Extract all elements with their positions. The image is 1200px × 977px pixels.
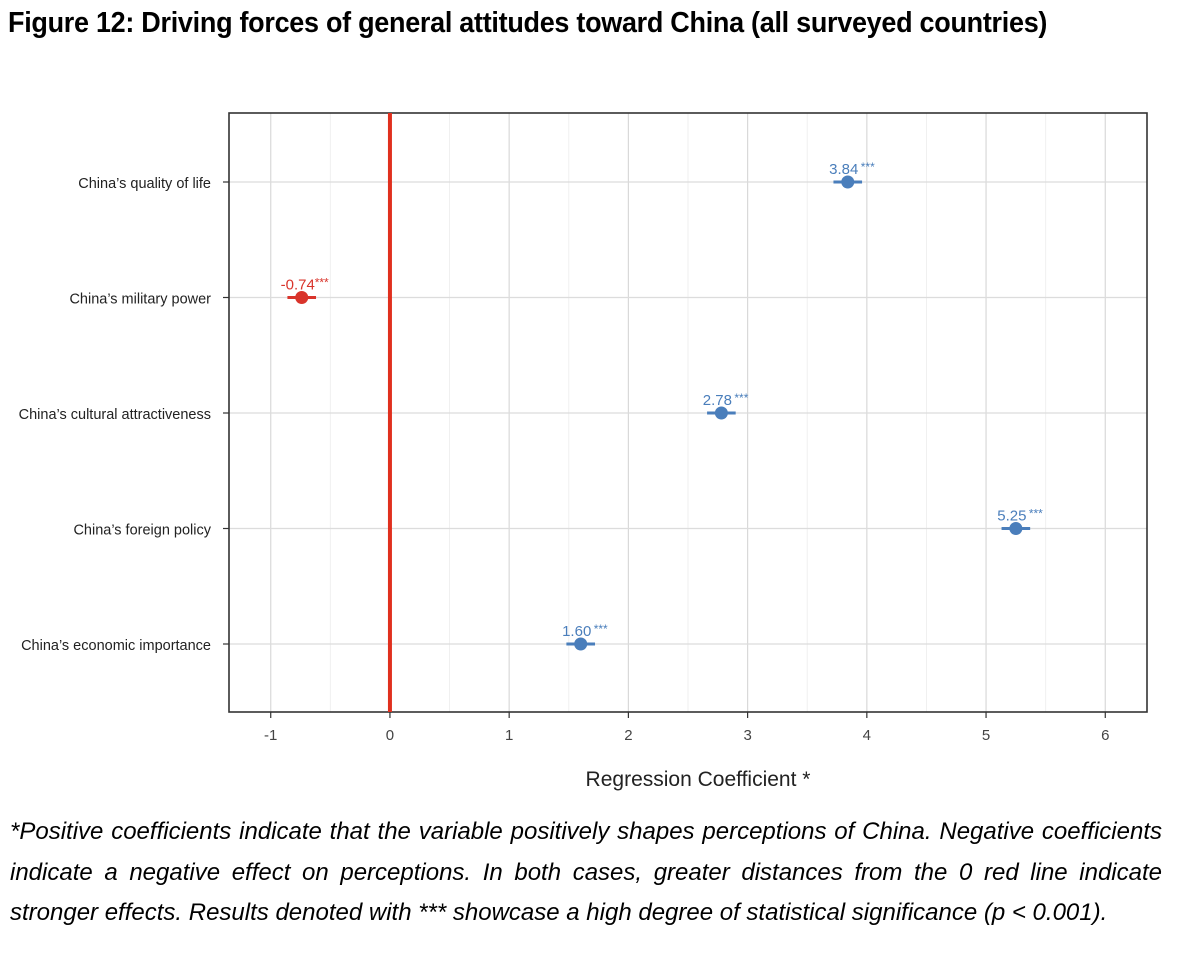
x-tick-label: 1: [505, 727, 513, 744]
significance-label: ***: [861, 160, 875, 174]
value-label: 3.84: [829, 161, 858, 178]
significance-label: ***: [315, 276, 329, 290]
footnote: *Positive coefficients indicate that the…: [10, 818, 1162, 926]
x-tick-label: 2: [624, 727, 632, 744]
value-label: 1.60: [562, 623, 591, 640]
x-tick-label: 3: [743, 727, 751, 744]
significance-label: ***: [594, 622, 608, 636]
x-tick-label: 5: [982, 727, 990, 744]
y-category-label: China’s quality of life: [78, 176, 211, 192]
y-category-label: China’s cultural attractiveness: [19, 407, 211, 423]
x-tick-label: 4: [863, 727, 871, 744]
figure-title: Figure 12: Driving forces of general att…: [8, 7, 1048, 39]
coefficient-plot: -1 0 1 2 3 4 5 6 China’s quality of life China’s …: [19, 112, 1148, 791]
x-tick-label: 6: [1101, 727, 1109, 744]
coefficient-point: [574, 637, 588, 651]
mark-layer: 3.84 ***-0.74 ***2.78 ***5.25 ***1.60 ***: [281, 160, 1043, 651]
value-label: -0.74: [281, 277, 315, 294]
y-category-label: China’s military power: [69, 292, 211, 308]
x-tick-label: -1: [264, 727, 277, 744]
grid-layer: [229, 113, 1147, 712]
value-label: 2.78: [703, 392, 732, 409]
coefficient-point: [295, 291, 309, 304]
x-axis-label: Regression Coefficient *: [586, 768, 811, 791]
significance-label: ***: [1029, 507, 1043, 521]
axis-layer: -1 0 1 2 3 4 5 6 China’s quality of life China’s …: [19, 176, 1110, 744]
x-tick-label: 0: [386, 727, 394, 744]
coefficient-point: [841, 175, 855, 189]
y-category-label: China’s foreign policy: [73, 523, 211, 539]
value-label: 5.25: [997, 508, 1026, 525]
y-category-label: China’s economic importance: [21, 638, 211, 654]
coefficient-point: [714, 406, 728, 420]
coefficient-point: [1009, 522, 1023, 535]
significance-label: ***: [734, 391, 748, 405]
